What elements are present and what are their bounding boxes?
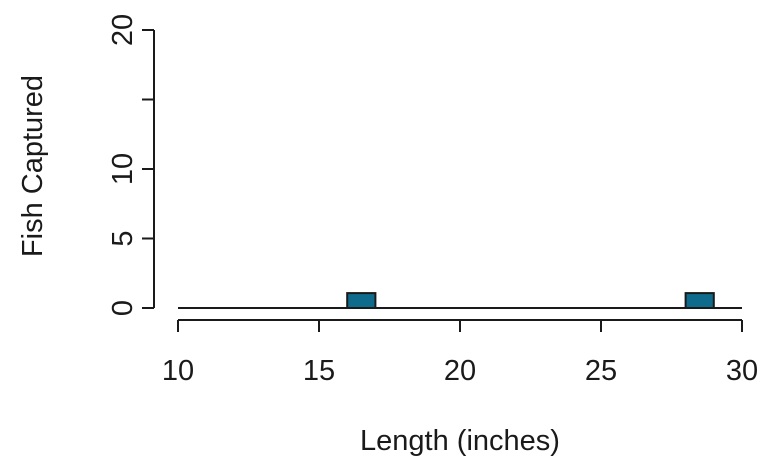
y-axis: 0 5 10 20 [107, 14, 155, 316]
x-tick-label: 15 [303, 355, 335, 387]
y-axis-title: Fish Captured [17, 75, 49, 257]
histogram-bar [346, 292, 377, 310]
x-tick-label: 25 [585, 355, 617, 387]
y-tick-label: 5 [107, 230, 139, 246]
y-tick-label: 10 [107, 153, 139, 185]
bars [346, 292, 715, 310]
x-tick-label: 10 [162, 355, 194, 387]
y-tick-label: 20 [107, 14, 139, 46]
x-tick-label: 20 [444, 355, 476, 387]
x-axis-title: Length (inches) [360, 425, 560, 457]
y-tick-label: 0 [107, 300, 139, 316]
x-tick-label: 30 [726, 355, 758, 387]
x-axis: 10 15 20 25 30 [162, 319, 758, 387]
histogram-bar [684, 292, 715, 310]
